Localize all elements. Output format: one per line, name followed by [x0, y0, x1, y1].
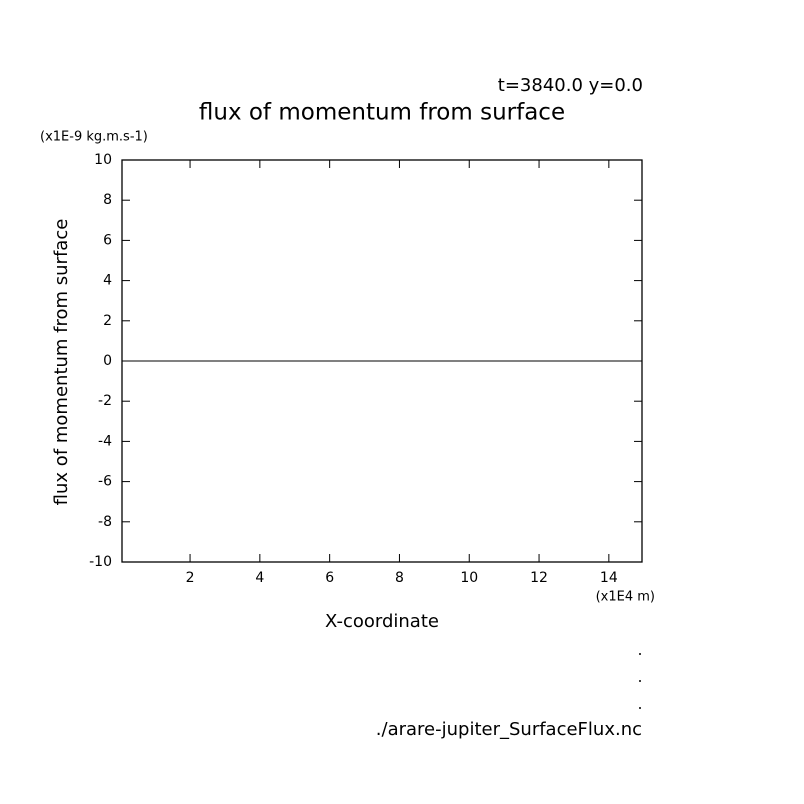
- source-file: ./arare-jupiter_SurfaceFlux.nc: [376, 719, 642, 740]
- chart-subtitle: t=3840.0 y=0.0: [498, 75, 643, 96]
- y-axis-label: flux of momentum from surface: [51, 219, 72, 506]
- y-tick-label: -4: [98, 433, 112, 449]
- x-tick-label: 8: [395, 570, 404, 586]
- x-tick-label: 10: [460, 570, 478, 586]
- x-tick-label: 2: [186, 570, 195, 586]
- y-tick-label: 2: [103, 313, 112, 329]
- y-tick-label: -8: [98, 514, 112, 530]
- dot: [639, 707, 641, 709]
- y-tick-label: -2: [98, 393, 112, 409]
- y-unit: (x1E-9 kg.m.s-1): [40, 130, 148, 145]
- x-unit: (x1E4 m): [596, 590, 655, 605]
- x-tick-label: 12: [530, 570, 548, 586]
- x-axis-label: X-coordinate: [325, 611, 439, 632]
- chart-title: flux of momentum from surface: [199, 100, 565, 126]
- y-tick-label: -10: [89, 554, 112, 570]
- x-tick-label: 6: [325, 570, 334, 586]
- y-tick-label: 0: [103, 353, 112, 369]
- x-tick-label: 4: [255, 570, 264, 586]
- y-tick-label: 4: [103, 273, 112, 289]
- y-tick-label: 10: [94, 152, 112, 168]
- x-tick-label: 14: [600, 570, 618, 586]
- y-tick-label: -6: [98, 474, 112, 490]
- y-tick-label: 8: [103, 192, 112, 208]
- y-tick-label: 6: [103, 232, 112, 248]
- dot: [639, 653, 641, 655]
- dot: [639, 680, 641, 682]
